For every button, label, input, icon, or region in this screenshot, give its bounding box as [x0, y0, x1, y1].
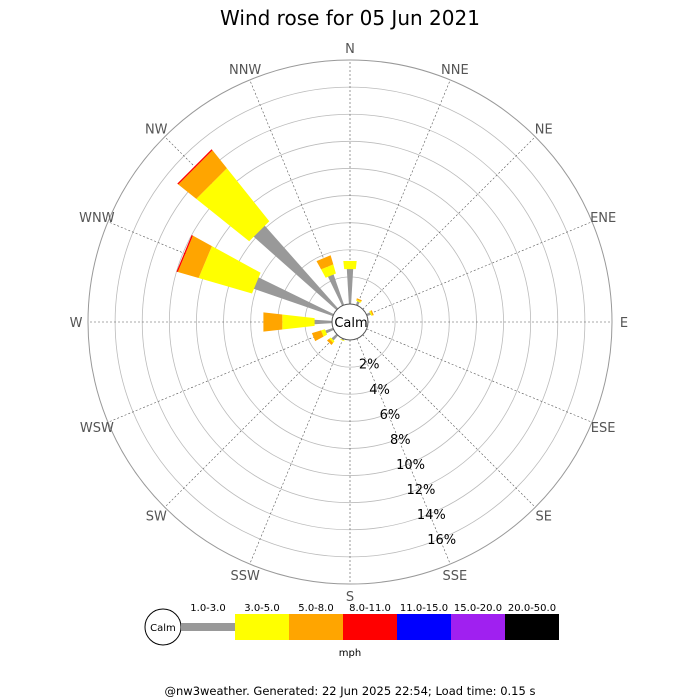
legend-label-1: 1.0-3.0	[190, 603, 225, 614]
direction-label-w: W	[70, 316, 83, 331]
bar-ssw-bin-2	[340, 339, 345, 342]
spoke-ne	[362, 136, 536, 310]
bar-wnw-bin-3	[177, 235, 212, 278]
bar-nnw-bin-2	[321, 264, 336, 278]
legend-calm-label: Calm	[150, 623, 176, 634]
bar-wsw-bin-2	[321, 329, 328, 337]
legend-swatch-2	[235, 614, 289, 640]
bar-wnw-bin-1	[253, 277, 334, 317]
direction-label-wnw: WNW	[79, 211, 115, 226]
radial-tick-label-2: 4%	[369, 383, 390, 398]
calm-circle	[331, 303, 369, 341]
spoke-ssw	[249, 338, 344, 565]
bar-w-bin-3	[263, 312, 283, 332]
footer-text: @nw3weather. Generated: 22 Jun 2025 22:5…	[164, 684, 536, 698]
radial-tick-label-1: 2%	[359, 358, 380, 373]
direction-label-nne: NNE	[441, 63, 469, 78]
direction-label-ne: NE	[535, 122, 553, 137]
legend-swatch-5	[397, 614, 451, 640]
bar-sw-bin-3	[327, 338, 334, 345]
direction-label-wsw: WSW	[80, 421, 114, 436]
legend-swatch-7	[505, 614, 559, 640]
grid-circle-6	[168, 140, 532, 504]
direction-label-nw: NW	[145, 122, 168, 137]
spoke-wsw	[107, 328, 334, 423]
spoke-ese	[366, 328, 593, 423]
legend-swatch-1	[181, 623, 235, 631]
bar-nw-bin-2	[196, 168, 270, 242]
chart-title: Wind rose for 05 Jun 2021	[220, 6, 480, 30]
legend-label-4: 8.0-11.0	[349, 603, 391, 614]
bar-n-bin-1	[346, 268, 354, 304]
bar-nne-bin-3	[356, 298, 362, 302]
bar-nne-bin-1	[355, 301, 360, 306]
legend-swatch-3	[289, 614, 343, 640]
legend-label-5: 11.0-15.0	[400, 603, 448, 614]
bar-nnw-bin-1	[327, 274, 345, 306]
direction-label-sw: SW	[146, 510, 167, 525]
direction-label-n: N	[345, 42, 355, 57]
bar-wsw-bin-3	[311, 330, 324, 342]
bar-ene-bin-3	[370, 310, 374, 316]
legend-swatch-4	[343, 614, 397, 640]
bar-sw-bin-2	[329, 337, 335, 343]
bar-nw-bin-4	[177, 149, 213, 185]
bar-nnw-bin-3	[316, 255, 334, 270]
direction-label-e: E	[620, 316, 628, 331]
grid-circle-5	[196, 168, 504, 476]
bar-wnw-bin-4	[176, 235, 193, 272]
direction-label-se: SE	[536, 510, 552, 525]
direction-label-sse: SSE	[442, 569, 467, 584]
radial-tick-label-5: 10%	[396, 458, 425, 473]
spoke-ene	[366, 221, 593, 316]
grid-circle-outer	[87, 59, 613, 585]
spoke-se	[362, 334, 536, 508]
direction-label-nnw: NNW	[229, 63, 261, 78]
direction-label-ssw: SSW	[230, 569, 260, 584]
radial-tick-label-4: 8%	[390, 433, 411, 448]
radial-tick-label-7: 14%	[417, 508, 446, 523]
bar-n-bin-2	[343, 261, 357, 270]
legend-label-3: 5.0-8.0	[298, 603, 333, 614]
bar-w-bin-2	[282, 314, 315, 330]
bar-wnw-bin-2	[198, 246, 261, 294]
bar-ene-bin-2	[369, 310, 373, 316]
radial-tick-label-3: 6%	[380, 408, 401, 423]
legend-swatch-6	[451, 614, 505, 640]
direction-label-ene: ENE	[590, 211, 616, 226]
direction-label-ese: ESE	[591, 421, 616, 436]
bar-w-bin-1	[314, 319, 332, 325]
radial-tick-label-6: 12%	[407, 483, 436, 498]
bar-nw-bin-1	[253, 225, 339, 311]
legend-label-2: 3.0-5.0	[244, 603, 279, 614]
bar-nw-bin-3	[178, 150, 227, 199]
bar-nne-bin-2	[356, 299, 362, 303]
spoke-sw	[164, 334, 338, 508]
bar-ene-bin-1	[366, 312, 371, 317]
legend-label-7: 20.0-50.0	[508, 603, 556, 614]
bar-wsw-bin-1	[325, 327, 334, 334]
spoke-nne	[356, 79, 451, 306]
spoke-sse	[356, 338, 451, 565]
bar-sw-bin-1	[331, 333, 339, 341]
calm-label: Calm	[334, 316, 367, 331]
legend-label-6: 15.0-20.0	[454, 603, 502, 614]
direction-label-s: S	[346, 590, 354, 605]
radial-tick-label-8: 16%	[427, 533, 456, 548]
speed-unit-label: mph	[338, 648, 362, 659]
